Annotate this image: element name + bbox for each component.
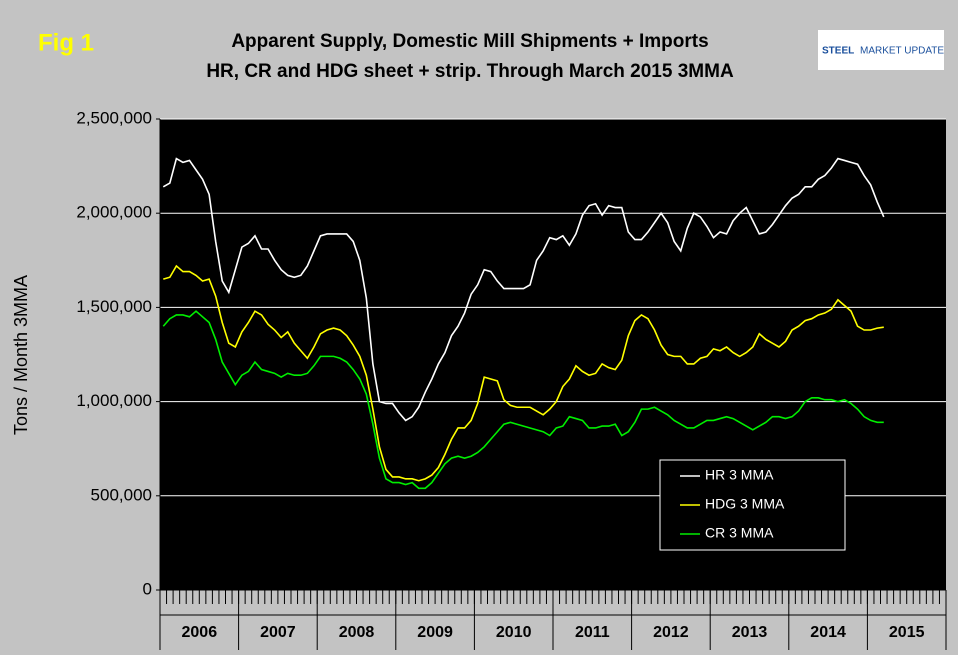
series-line <box>162 157 885 422</box>
logo-text: MARKET UPDATE <box>860 46 944 57</box>
x-tick-label: 2009 <box>417 624 453 641</box>
y-tick-label: 0 <box>143 579 152 598</box>
y-tick-label: 2,000,000 <box>76 203 152 222</box>
x-tick-label: 2007 <box>260 624 296 641</box>
x-tick-label: 2010 <box>496 624 532 641</box>
y-tick-label: 1,000,000 <box>76 391 152 410</box>
x-tick-label: 2011 <box>575 624 610 641</box>
series-line <box>162 310 884 490</box>
legend-label: CR 3 MMA <box>705 525 774 541</box>
x-tick-label: 2006 <box>182 624 218 641</box>
y-tick-label: 2,500,000 <box>76 108 152 127</box>
legend-label: HDG 3 MMA <box>705 496 785 512</box>
x-tick-label: 2015 <box>889 624 925 641</box>
x-tick-label: 2012 <box>653 624 689 641</box>
chart-subtitle: HR, CR and HDG sheet + strip. Through Ma… <box>206 61 734 82</box>
series-line <box>163 264 884 482</box>
logo-brand: STEEL <box>822 46 854 57</box>
chart-title: Apparent Supply, Domestic Mill Shipments… <box>231 31 708 52</box>
y-tick-label: 1,500,000 <box>76 297 152 316</box>
x-tick-label: 2013 <box>732 624 768 641</box>
x-tick-label: 2014 <box>810 624 846 641</box>
legend-label: HR 3 MMA <box>705 467 774 483</box>
y-axis-label: Tons / Month 3MMA <box>11 275 31 435</box>
x-tick-label: 2008 <box>339 624 375 641</box>
fig-badge: Fig 1 <box>38 29 94 56</box>
logo-box <box>818 30 944 70</box>
y-tick-label: 500,000 <box>91 485 152 504</box>
